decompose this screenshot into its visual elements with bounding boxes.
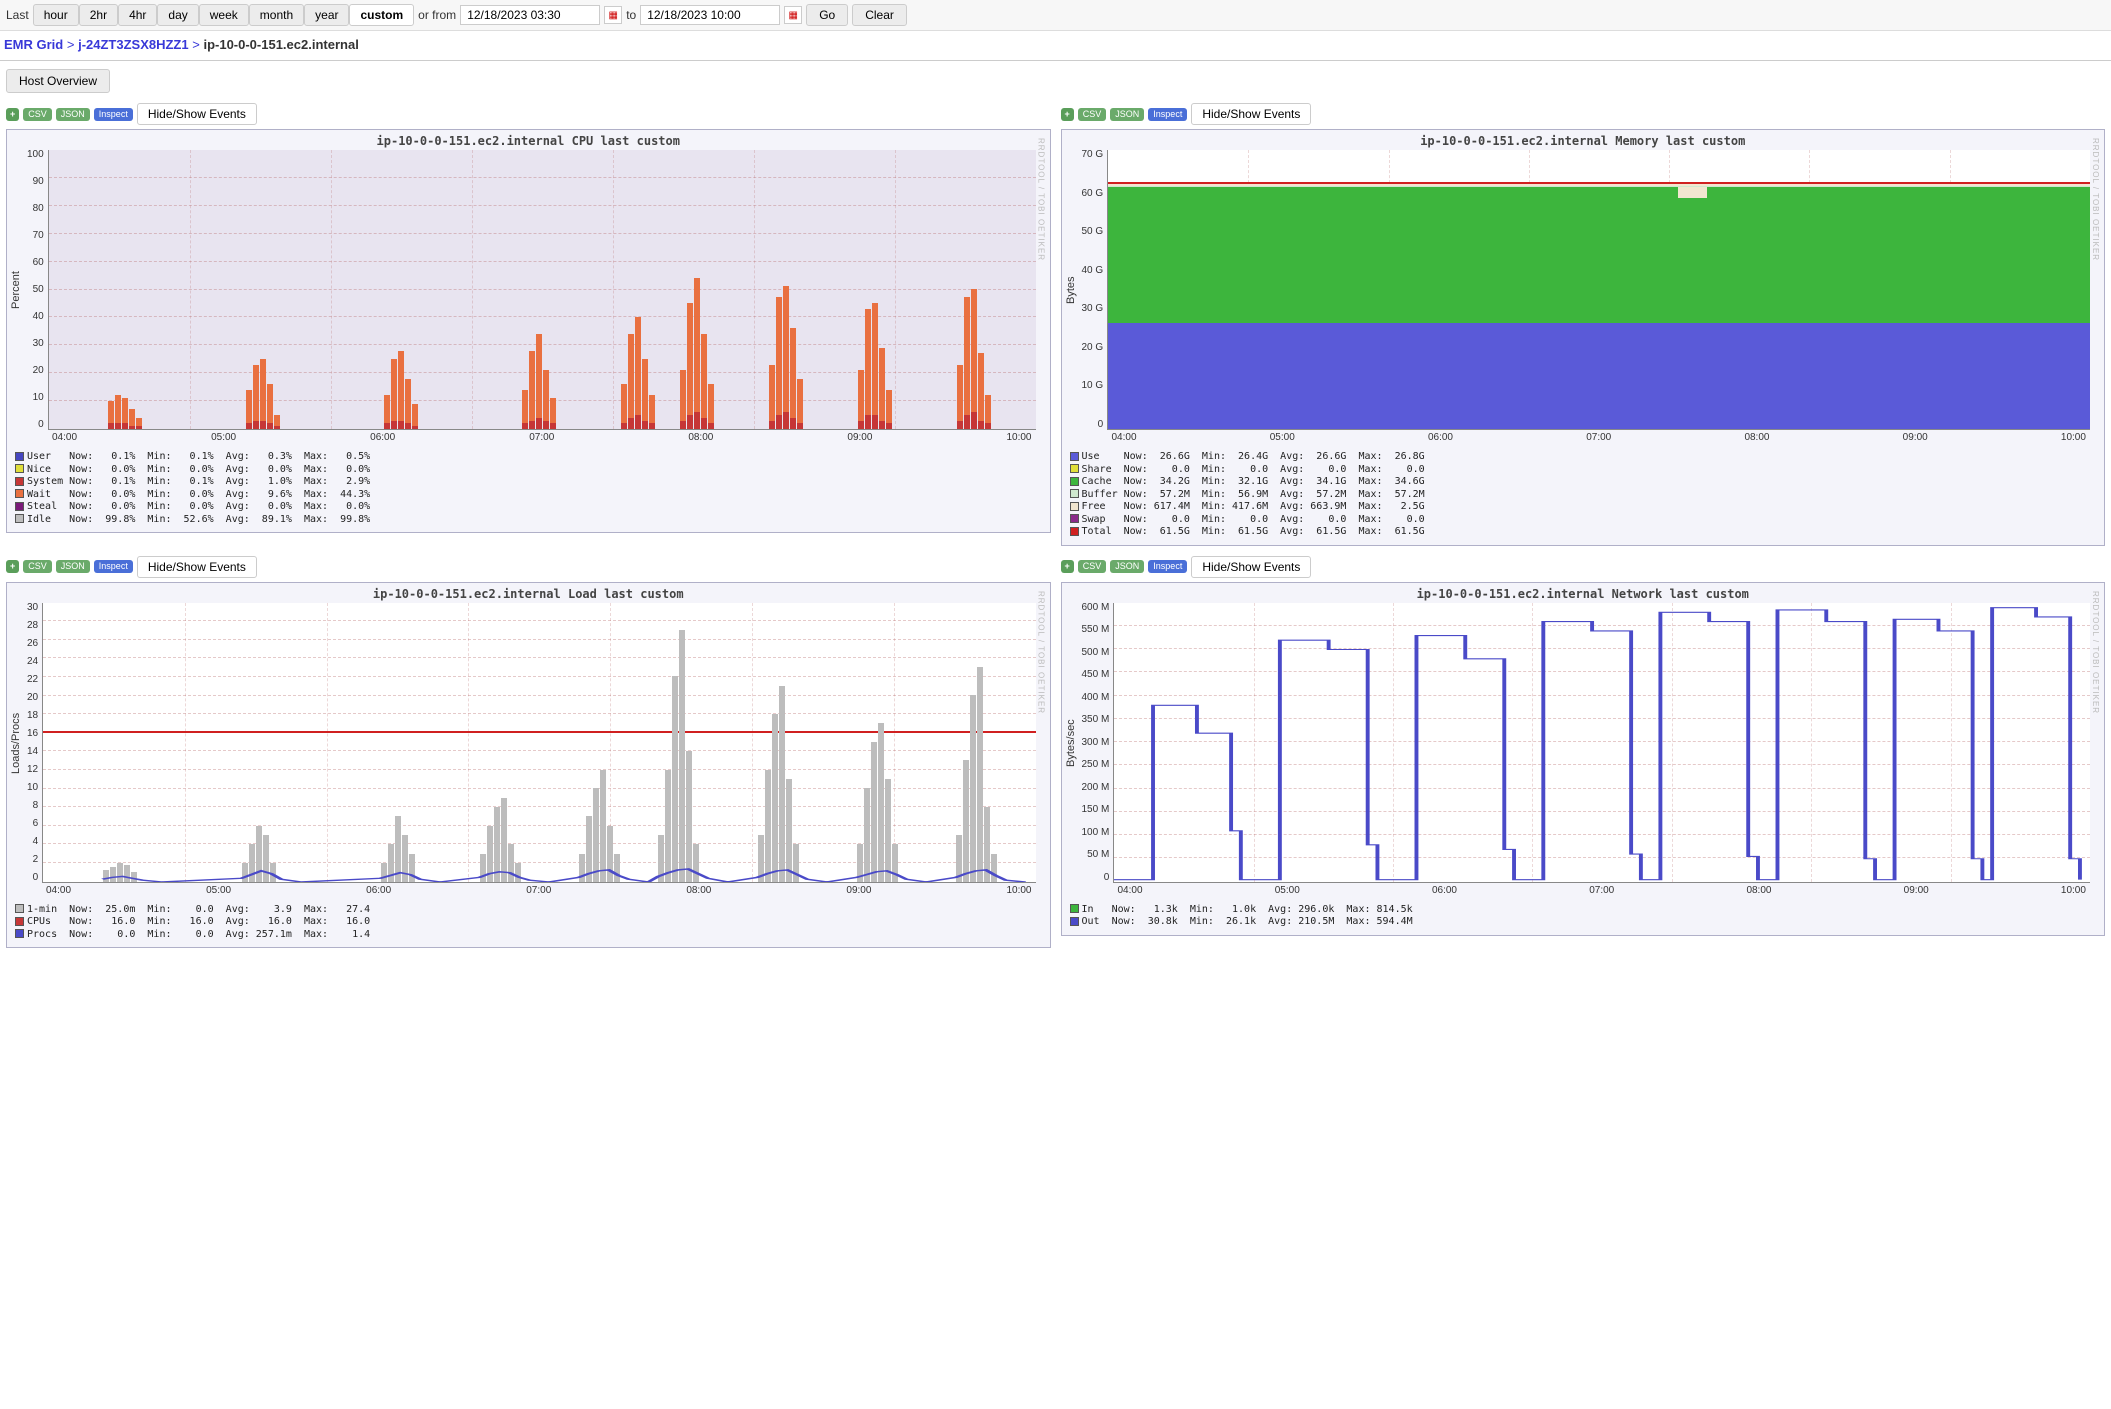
expand-button[interactable]: +: [6, 108, 19, 121]
events-toggle-button[interactable]: Hide/Show Events: [137, 103, 257, 125]
inspect-button[interactable]: Inspect: [1148, 108, 1187, 121]
calendar-icon[interactable]: ▦: [784, 6, 802, 24]
breadcrumb-sep: >: [67, 37, 75, 52]
range-4hr-button[interactable]: 4hr: [118, 4, 157, 26]
legend: 1-min Now: 25.0m Min: 0.0 Avg: 3.9 Max: …: [7, 900, 1050, 948]
expand-button[interactable]: +: [1061, 108, 1074, 121]
legend: User Now: 0.1% Min: 0.1% Avg: 0.3% Max: …: [7, 447, 1050, 532]
chart-load: RRDTOOL / TOBI OETIKER ip-10-0-0-151.ec2…: [6, 582, 1051, 949]
yaxis: 600 M550 M500 M450 M400 M350 M300 M250 M…: [1080, 603, 1114, 883]
chart-network: RRDTOOL / TOBI OETIKER ip-10-0-0-151.ec2…: [1061, 582, 2106, 936]
watermark: RRDTOOL / TOBI OETIKER: [1037, 138, 1046, 261]
or-from-label: or from: [418, 8, 456, 22]
range-custom-button[interactable]: custom: [349, 4, 414, 26]
range-year-button[interactable]: year: [304, 4, 349, 26]
breadcrumb-cluster-link[interactable]: j-24ZT3ZSX8HZZ1: [78, 37, 189, 52]
breadcrumb-sep: >: [192, 37, 200, 52]
to-date-input[interactable]: [640, 5, 780, 25]
ylabel: Bytes: [1062, 150, 1080, 430]
panel-toolbar: + CSVJSON Inspect Hide/Show Events: [1061, 103, 2106, 125]
events-toggle-button[interactable]: Hide/Show Events: [1191, 556, 1311, 578]
xaxis: 04:0005:0006:0007:0008:0009:0010:00: [1108, 432, 2091, 443]
panel-load: + CSV JSON Inspect Hide/Show Events RRDTOOL …: [6, 556, 1051, 949]
csv-button[interactable]: CSV: [1078, 560, 1107, 573]
yaxis: 70 G60 G50 G40 G30 G20 G10 G0: [1080, 150, 1108, 430]
plot-area: [42, 603, 1035, 883]
panel-toolbar: + CSV JSON Inspect Hide/Show Events: [6, 103, 1051, 125]
range-hour-button[interactable]: hour: [33, 4, 79, 26]
breadcrumb-host: ip-10-0-0-151.ec2.internal: [203, 37, 358, 52]
legend: Use Now: 26.6G Min: 26.4G Avg: 26.6G Max…: [1062, 447, 2105, 545]
expand-button[interactable]: +: [6, 560, 19, 573]
plot-area: [1107, 150, 2090, 430]
range-month-button[interactable]: month: [249, 4, 304, 26]
events-toggle-button[interactable]: Hide/Show Events: [137, 556, 257, 578]
range-day-button[interactable]: day: [157, 4, 198, 26]
breadcrumb: EMR Grid > j-24ZT3ZSX8HZZ1 > ip-10-0-0-1…: [0, 31, 2111, 61]
watermark: RRDTOOL / TOBI OETIKER: [2091, 591, 2100, 714]
yaxis: 1009080706050403020100: [25, 150, 48, 430]
go-button[interactable]: Go: [806, 4, 848, 26]
expand-button[interactable]: +: [1061, 560, 1074, 573]
topbar: Last hour2hr4hrdayweekmonthyearcustom or…: [0, 0, 2111, 31]
ylabel: Loads/Procs: [7, 603, 25, 883]
json-button[interactable]: JSON: [1110, 108, 1144, 121]
range-week-button[interactable]: week: [199, 4, 249, 26]
chart-cpu: RRDTOOL / TOBI OETIKER ip-10-0-0-151.ec2…: [6, 129, 1051, 533]
clear-button[interactable]: Clear: [852, 4, 907, 26]
xaxis: 04:0005:0006:0007:0008:0009:0010:00: [1114, 885, 2091, 896]
json-button[interactable]: JSON: [56, 560, 90, 573]
chart-title: ip-10-0-0-151.ec2.internal Memory last c…: [1062, 130, 2105, 150]
breadcrumb-grid-link[interactable]: EMR Grid: [4, 37, 63, 52]
json-button[interactable]: JSON: [1110, 560, 1144, 573]
to-label: to: [626, 8, 636, 22]
chart-memory: RRDTOOL / TOBI OETIKER ip-10-0-0-151.ec2…: [1061, 129, 2106, 546]
plot-area: [48, 150, 1036, 430]
csv-button[interactable]: CSV: [1078, 108, 1107, 121]
plot-area: [1113, 603, 2090, 883]
panel-toolbar: + CSV JSON Inspect Hide/Show Events: [6, 556, 1051, 578]
legend: In Now: 1.3k Min: 1.0k Avg: 296.0k Max: …: [1062, 900, 2105, 935]
yaxis: 302826242220181614121086420: [25, 603, 42, 883]
chart-title: ip-10-0-0-151.ec2.internal Network last …: [1062, 583, 2105, 603]
panel-memory: + CSVJSON Inspect Hide/Show Events RRDTOOL …: [1061, 103, 2106, 546]
range-2hr-button[interactable]: 2hr: [79, 4, 118, 26]
ylabel: Percent: [7, 150, 25, 430]
inspect-button[interactable]: Inspect: [94, 560, 133, 573]
inspect-button[interactable]: Inspect: [94, 108, 133, 121]
xaxis: 04:0005:0006:0007:0008:0009:0010:00: [48, 432, 1036, 443]
ylabel: Bytes/sec: [1062, 603, 1080, 883]
last-label: Last: [6, 8, 29, 22]
panel-cpu: + CSV JSON Inspect Hide/Show Events RRDTOOL …: [6, 103, 1051, 546]
chart-title: ip-10-0-0-151.ec2.internal CPU last cust…: [7, 130, 1050, 150]
csv-button[interactable]: CSV: [23, 108, 52, 121]
host-overview-button[interactable]: Host Overview: [6, 69, 110, 93]
chart-title: ip-10-0-0-151.ec2.internal Load last cus…: [7, 583, 1050, 603]
panel-network: + CSVJSON Inspect Hide/Show Events RRDTOOL …: [1061, 556, 2106, 949]
inspect-button[interactable]: Inspect: [1148, 560, 1187, 573]
calendar-icon[interactable]: ▦: [604, 6, 622, 24]
watermark: RRDTOOL / TOBI OETIKER: [2091, 138, 2100, 261]
csv-button[interactable]: CSV: [23, 560, 52, 573]
from-date-input[interactable]: [460, 5, 600, 25]
chart-grid: +CSVJSONInspectHide/Show Events RRDTOOL …: [0, 103, 2111, 958]
panel-toolbar: + CSVJSON Inspect Hide/Show Events: [1061, 556, 2106, 578]
json-button[interactable]: JSON: [56, 108, 90, 121]
watermark: RRDTOOL / TOBI OETIKER: [1037, 591, 1046, 714]
xaxis: 04:0005:0006:0007:0008:0009:0010:00: [42, 885, 1036, 896]
events-toggle-button[interactable]: Hide/Show Events: [1191, 103, 1311, 125]
